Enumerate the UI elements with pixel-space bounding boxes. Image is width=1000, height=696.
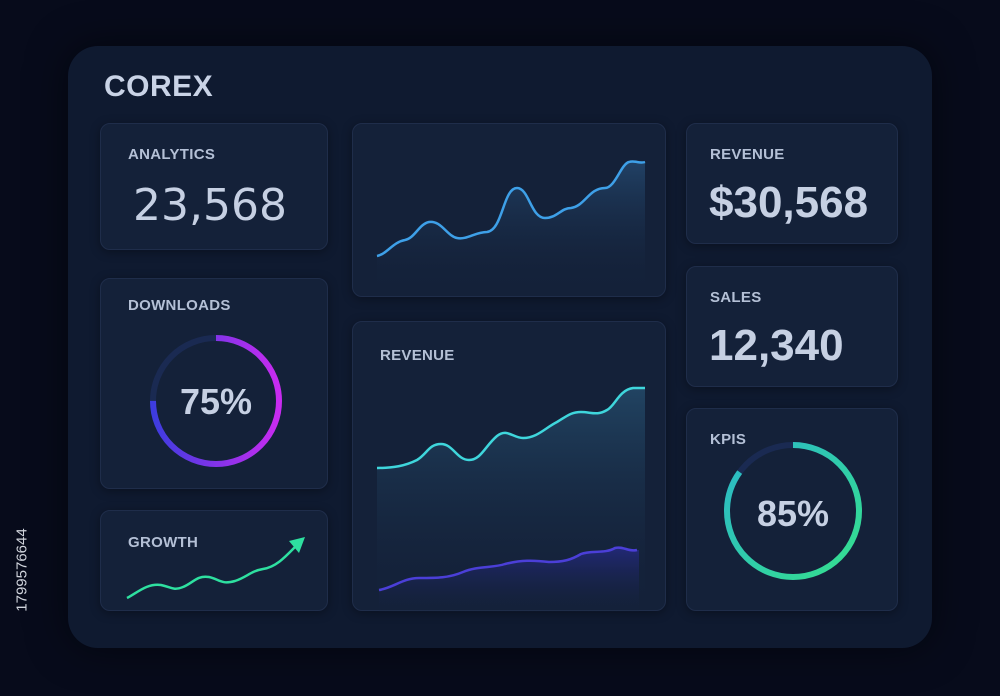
- kpis-card[interactable]: KPIS 85%: [686, 408, 898, 611]
- growth-line: [126, 544, 298, 600]
- kpis-ring: [724, 442, 862, 580]
- side-caption: 1799576644: [2, 450, 42, 690]
- downloads-percent: 75%: [179, 381, 253, 422]
- revenue-series-a-line: [376, 386, 645, 470]
- sales-card[interactable]: SALES 12,340: [686, 266, 898, 387]
- analytics-value: 23,568: [133, 180, 287, 231]
- revenue-chart: [376, 386, 645, 612]
- revenue-series-b-line: [378, 546, 638, 592]
- revenue-series-b-area: [379, 547, 639, 612]
- kpis-title: KPIS: [710, 431, 747, 448]
- analytics-title: ANALYTICS: [128, 146, 216, 163]
- revenue-stat-value: $30,568: [709, 178, 869, 227]
- growth-card[interactable]: GROWTH: [100, 510, 328, 611]
- analytics-card[interactable]: ANALYTICS 23,568: [100, 123, 328, 250]
- kpis-percent: 85%: [756, 493, 830, 534]
- revenue-stat-title: REVENUE: [710, 146, 785, 163]
- kpis-ring-progress: [724, 442, 862, 580]
- side-caption-text: 1799576644: [13, 528, 31, 612]
- brand-logo: COREX: [104, 70, 214, 103]
- sales-value: 12,340: [709, 321, 844, 370]
- downloads-card[interactable]: DOWNLOADS 75%: [100, 278, 328, 489]
- trend-chart: [376, 160, 646, 294]
- revenue-chart-title: REVENUE: [380, 347, 455, 364]
- downloads-ring: [150, 335, 282, 467]
- trend-chart-card[interactable]: [352, 123, 666, 297]
- revenue-chart-card[interactable]: REVENUE: [352, 321, 666, 612]
- growth-sparkline: [126, 537, 305, 600]
- sales-title: SALES: [710, 289, 762, 306]
- arrow-up-right-icon: [289, 537, 305, 553]
- downloads-ring-progress: [150, 335, 282, 467]
- revenue-stat-card[interactable]: REVENUE $30,568: [686, 123, 898, 244]
- trend-chart-area: [377, 161, 645, 294]
- downloads-title: DOWNLOADS: [128, 297, 231, 314]
- growth-title: GROWTH: [128, 534, 199, 551]
- trend-chart-line: [376, 160, 646, 258]
